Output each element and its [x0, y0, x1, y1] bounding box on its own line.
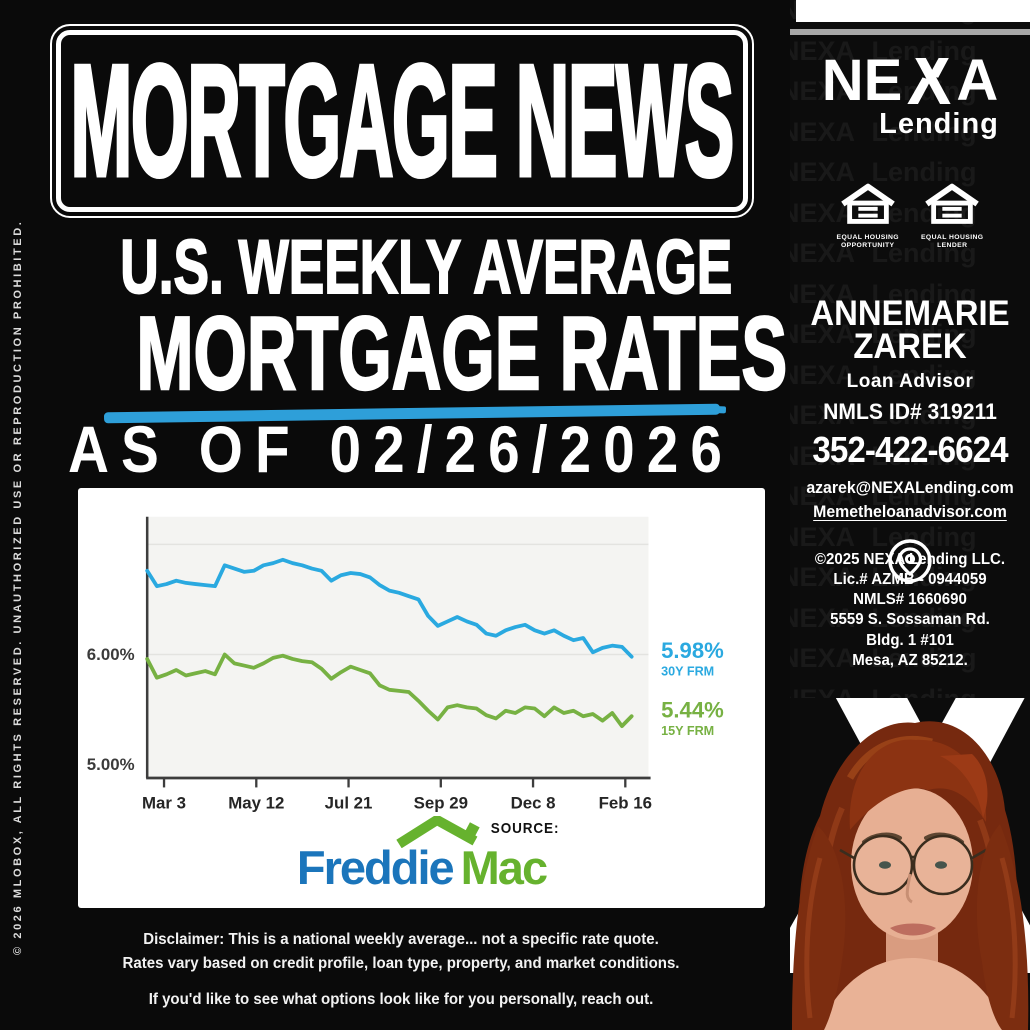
- brand-suffix: A: [956, 48, 999, 113]
- company-line: Lic.# AZMB - 0944059: [833, 571, 987, 589]
- equal-housing-house-icon: [925, 183, 980, 224]
- eh-label-line: EQUAL HOUSING: [836, 234, 899, 241]
- svg-text:6.00%: 6.00%: [87, 645, 135, 664]
- advisor-nmls: NMLS ID# 319211: [823, 398, 997, 424]
- branding-panel: NEXA Lending NEXA Lending NEXA Lending N…: [790, 0, 1030, 1030]
- subtitle-line2: MORTGAGE RATES: [136, 296, 788, 412]
- svg-text:Jul 21: Jul 21: [325, 793, 373, 812]
- rates-chart: 6.00% 5.00% Mar 3 May 12 Jul 21 Sep 29 Dec 8 Fe…: [87, 516, 724, 812]
- headline-box: MORTGAGE NEWS: [50, 24, 754, 218]
- advisor-phone[interactable]: 352-422-6624: [812, 428, 1008, 470]
- brand-sub-label: Lending: [879, 108, 999, 140]
- freddie-roof-icon: [396, 816, 480, 848]
- company-line: 5559 S. Sossaman Rd.: [830, 611, 990, 629]
- svg-text:Dec 8: Dec 8: [511, 793, 556, 812]
- svg-text:Mar 3: Mar 3: [142, 793, 186, 812]
- svg-text:5.44%: 5.44%: [661, 697, 724, 722]
- svg-text:Feb 16: Feb 16: [599, 793, 652, 812]
- company-line: Bldg. 1 #101: [866, 631, 954, 649]
- disclaimer-line1: Disclaimer: This is a national weekly av…: [143, 931, 659, 948]
- svg-text:May 12: May 12: [228, 793, 284, 812]
- freddie-brand-green: Mac: [460, 841, 548, 894]
- panel-divider: [790, 29, 1030, 35]
- headline-title: MORTGAGE NEWS: [70, 33, 736, 209]
- advisor-email[interactable]: azarek@NEXALending.com: [806, 478, 1014, 497]
- svg-text:5.00%: 5.00%: [87, 755, 135, 774]
- company-info: ©2025 NEXA Lending LLC. Lic.# AZMB - 094…: [794, 550, 1027, 671]
- chart-card: 6.00% 5.00% Mar 3 May 12 Jul 21 Sep 29 Dec 8 Fe…: [78, 488, 765, 908]
- advisor-title: Loan Advisor: [846, 370, 974, 392]
- equal-housing-lender: EQUAL HOUSING LENDER: [921, 183, 983, 251]
- brand-prefix: NE: [821, 48, 903, 113]
- svg-text:Sep 29: Sep 29: [414, 793, 468, 812]
- equal-housing-opportunity: EQUAL HOUSING OPPORTUNITY: [837, 183, 899, 251]
- eh-label-line: OPPORTUNITY: [841, 242, 895, 250]
- location-pin-icon: [888, 538, 932, 583]
- source-label: SOURCE:: [490, 820, 560, 837]
- eh-label-line: EQUAL HOUSING: [921, 234, 984, 241]
- eh-label-line: LENDER: [937, 242, 968, 250]
- advisor-name-line2: ZAREK: [853, 327, 967, 367]
- company-line: NMLS# 1660690: [853, 591, 967, 609]
- vertical-copyright-text: © 2026 MLOBOX, ALL RIGHTS RESERVED. UNAU…: [12, 219, 24, 955]
- advisor-website-link[interactable]: Memetheloanadvisor.com: [813, 502, 1007, 521]
- advisor-block: ANNEMARIE ZAREK Loan Advisor NMLS ID# 31…: [790, 294, 1030, 589]
- as-of-date: AS OF 02/26/2026: [68, 412, 734, 486]
- freddie-mac-logo: SOURCE: Freddie Mac: [296, 816, 558, 894]
- company-line: ©2025 NEXA Lending LLC.: [814, 551, 1006, 568]
- advisor-portrait-photo: [790, 698, 1030, 1030]
- svg-text:30Y FRM: 30Y FRM: [661, 665, 714, 679]
- disclaimer: Disclaimer: This is a national weekly av…: [51, 928, 751, 1012]
- nexa-lending-logo: NE A Lending: [790, 52, 1030, 141]
- advisor-name-line1: ANNEMARIE: [810, 294, 1010, 333]
- disclaimer-line2: Rates vary based on credit profile, loan…: [122, 955, 680, 973]
- svg-text:15Y FRM: 15Y FRM: [661, 724, 714, 738]
- svg-text:5.98%: 5.98%: [661, 638, 724, 663]
- nexa-x-icon: [907, 58, 951, 104]
- freddie-brand-blue: Freddie: [296, 841, 455, 894]
- subtitle-line1: U.S. WEEKLY AVERAGE: [120, 225, 733, 310]
- company-line: Mesa, AZ 85212.: [852, 651, 968, 669]
- disclaimer-line3: If you'd like to see what options look l…: [148, 991, 654, 1009]
- panel-top-strip: [796, 0, 1030, 22]
- equal-housing-house-icon: [840, 183, 895, 224]
- equal-housing-row: EQUAL HOUSING OPPORTUNITY EQUAL HOUSING …: [790, 183, 1030, 251]
